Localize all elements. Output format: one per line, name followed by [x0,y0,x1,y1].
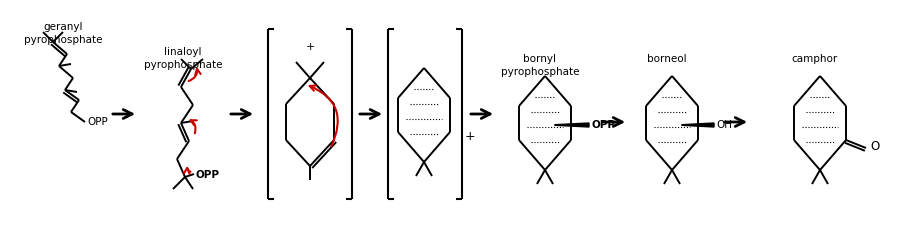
Text: camphor: camphor [792,54,838,64]
Text: +: + [305,42,315,52]
Polygon shape [555,123,589,127]
Text: OPP: OPP [87,117,108,127]
Text: +: + [464,129,475,143]
Text: bornyl
pyrophosphate: bornyl pyrophosphate [500,54,580,77]
Text: geranyl
pyrophosphate: geranyl pyrophosphate [23,22,103,45]
Text: OPP: OPP [195,170,219,180]
Text: OH: OH [716,120,732,130]
Text: borneol: borneol [647,54,687,64]
Text: O: O [870,140,879,153]
Text: OPP: OPP [591,120,615,130]
Text: linaloyl
pyrophosphate: linaloyl pyrophosphate [144,47,222,70]
Polygon shape [682,123,714,127]
